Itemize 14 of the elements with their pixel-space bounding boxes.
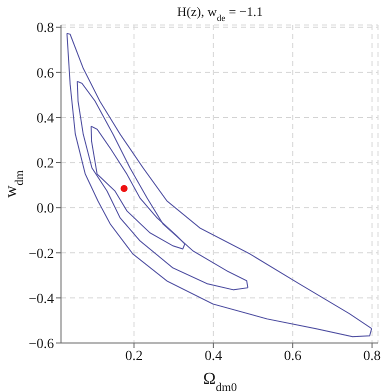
x-tick-label: 0.6 [284, 348, 302, 364]
y-tick-label: 0.0 [36, 202, 54, 217]
y-tick-label: −0.2 [28, 246, 54, 262]
x-axis-title: Ω$_{dm0}$ [203, 369, 237, 392]
y-tick-label: 0.4 [36, 111, 54, 126]
y-tick-label: 0.2 [36, 156, 54, 172]
y-tick-label: −0.6 [28, 336, 54, 352]
y-tick-label: 0.8 [36, 21, 54, 36]
x-tick-label: 0.2 [125, 348, 143, 364]
x-tick-label: 0.8 [363, 348, 381, 364]
chart-title: H(z), w$_{de}$ = −1.1 [177, 4, 263, 23]
x-tick-label: 0.4 [204, 348, 222, 364]
y-tick-label: 0.6 [36, 66, 54, 82]
y-tick-label: −0.4 [28, 292, 54, 307]
